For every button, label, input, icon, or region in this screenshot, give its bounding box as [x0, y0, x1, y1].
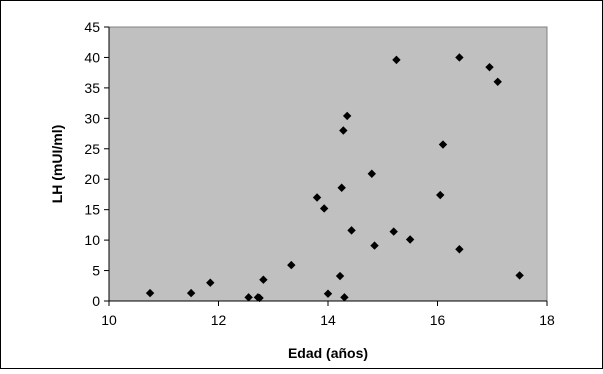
y-tick-label: 15: [84, 202, 100, 218]
data-point: [340, 293, 349, 302]
data-point: [339, 126, 348, 135]
data-point: [347, 226, 356, 235]
data-point: [244, 293, 253, 302]
data-point: [186, 288, 196, 298]
data-point: [342, 111, 352, 121]
data-point: [319, 204, 329, 213]
x-tick-label: 10: [101, 312, 117, 328]
data-point: [493, 77, 502, 86]
x-tick-label: 18: [539, 312, 555, 328]
y-tick-label: 0: [92, 293, 100, 309]
y-tick-label: 5: [92, 263, 100, 279]
data-point: [312, 193, 322, 202]
plot-area: [108, 26, 548, 302]
data-point: [335, 271, 345, 281]
data-points: [145, 53, 524, 303]
data-point: [145, 288, 155, 298]
x-axis-ticks: 10 12 14 16 18: [101, 301, 555, 328]
y-tick-label: 10: [84, 232, 100, 248]
y-axis-ticks: 0 5 10 15 20 25 30 35 40 45: [84, 19, 109, 309]
data-point: [367, 169, 376, 178]
x-tick-label: 14: [320, 312, 336, 328]
y-tick-label: 25: [84, 141, 100, 157]
data-point: [259, 275, 268, 284]
data-point: [455, 53, 464, 62]
data-point: [485, 62, 494, 72]
y-tick-label: 45: [84, 19, 100, 35]
x-tick-label: 16: [430, 312, 446, 328]
data-point: [337, 183, 346, 192]
y-tick-label: 40: [84, 49, 100, 65]
data-point: [255, 293, 264, 303]
x-tick-label: 12: [211, 312, 227, 328]
data-point: [206, 278, 215, 287]
data-point: [370, 241, 379, 250]
data-point: [287, 260, 296, 270]
y-tick-label: 30: [84, 110, 100, 126]
data-point: [389, 227, 398, 236]
y-axis-label: LH (mUI/ml): [49, 125, 65, 204]
data-point: [405, 235, 415, 244]
data-point: [455, 245, 464, 254]
data-point: [515, 271, 524, 280]
y-tick-label: 35: [84, 80, 100, 96]
data-point: [438, 140, 448, 149]
data-point: [392, 55, 401, 65]
data-point: [436, 190, 445, 200]
y-tick-label: 20: [84, 171, 100, 187]
x-axis-label: Edad (años): [288, 345, 368, 361]
data-point: [323, 289, 333, 298]
